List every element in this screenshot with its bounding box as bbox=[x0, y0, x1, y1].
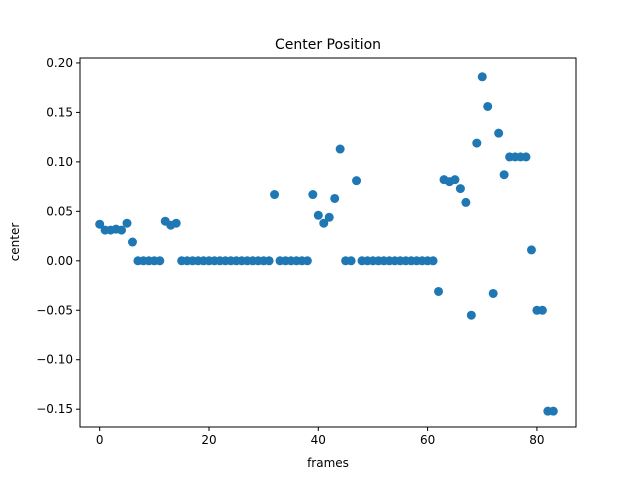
data-point bbox=[428, 256, 438, 266]
x-tick-label: 40 bbox=[311, 433, 326, 447]
data-point bbox=[434, 286, 444, 296]
data-point bbox=[537, 305, 547, 315]
data-point bbox=[95, 219, 105, 229]
data-point bbox=[122, 218, 132, 228]
y-axis-label: center bbox=[8, 223, 22, 262]
data-point bbox=[313, 210, 323, 220]
data-point bbox=[171, 218, 181, 228]
data-point bbox=[324, 212, 334, 222]
data-point bbox=[472, 138, 482, 148]
data-point bbox=[494, 128, 504, 138]
data-point bbox=[155, 256, 165, 266]
y-tick-label: 0.10 bbox=[46, 155, 73, 169]
data-point bbox=[270, 190, 280, 200]
data-point bbox=[352, 176, 362, 186]
data-point bbox=[264, 256, 274, 266]
x-tick-label: 20 bbox=[201, 433, 216, 447]
y-tick-label: 0.05 bbox=[46, 204, 73, 218]
x-tick-label: 0 bbox=[96, 433, 104, 447]
y-tick-label: 0.15 bbox=[46, 105, 73, 119]
x-tick-label: 80 bbox=[529, 433, 544, 447]
data-points bbox=[95, 72, 558, 416]
x-axis-ticks: 0 20 40 60 80 bbox=[96, 427, 545, 447]
data-point bbox=[335, 144, 345, 154]
data-point bbox=[330, 193, 340, 203]
y-tick-label: 0.00 bbox=[46, 254, 73, 268]
data-point bbox=[117, 225, 127, 235]
plot-area-frame bbox=[79, 57, 577, 428]
data-point bbox=[308, 190, 318, 200]
data-point bbox=[466, 310, 476, 320]
data-point bbox=[499, 170, 509, 180]
x-axis-label: frames bbox=[307, 456, 349, 470]
data-point bbox=[346, 256, 356, 266]
data-point bbox=[483, 101, 493, 111]
data-point bbox=[127, 237, 137, 247]
y-axis-ticks: 0.20 0.15 0.10 0.05 0.00 −0.05 −0.10 −0.15 bbox=[36, 56, 80, 416]
data-point bbox=[477, 72, 487, 82]
data-point bbox=[319, 218, 329, 228]
y-tick-label: −0.10 bbox=[36, 353, 73, 367]
chart-title: Center Position bbox=[275, 37, 381, 53]
y-tick-label: −0.05 bbox=[36, 303, 73, 317]
data-point bbox=[526, 245, 536, 255]
data-point bbox=[461, 197, 471, 207]
data-point bbox=[521, 152, 531, 162]
data-point bbox=[302, 256, 312, 266]
y-tick-label: −0.15 bbox=[36, 402, 73, 416]
data-point bbox=[455, 184, 465, 194]
x-tick-label: 60 bbox=[420, 433, 435, 447]
data-point bbox=[488, 288, 498, 298]
data-point bbox=[548, 406, 558, 416]
data-point bbox=[450, 175, 460, 185]
y-tick-label: 0.20 bbox=[46, 56, 73, 70]
